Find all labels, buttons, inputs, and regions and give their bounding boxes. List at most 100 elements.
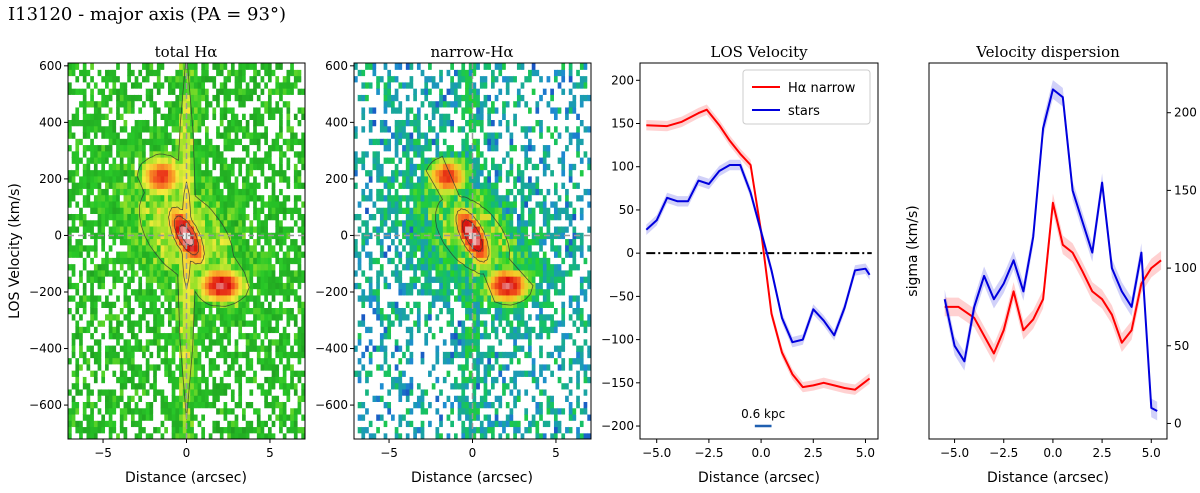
map-pixel xyxy=(357,319,363,327)
map-pixel xyxy=(116,338,121,346)
map-pixel xyxy=(242,175,247,183)
map-pixel xyxy=(75,213,80,221)
map-pixel xyxy=(402,100,407,108)
map-pixel xyxy=(264,301,269,308)
map-pixel xyxy=(387,157,392,164)
map-pixel xyxy=(391,376,396,384)
map-pixel xyxy=(71,345,77,352)
map-pixel xyxy=(260,188,265,196)
map-pixel xyxy=(130,169,136,177)
map-pixel xyxy=(75,232,80,240)
map-pixel xyxy=(208,194,214,202)
map-pixel xyxy=(164,75,169,83)
map-pixel xyxy=(368,144,374,152)
map-pixel xyxy=(365,75,370,83)
map-pixel xyxy=(179,144,184,152)
map-pixel xyxy=(138,382,143,390)
map-pixel xyxy=(391,251,396,258)
map-pixel xyxy=(153,188,158,196)
map-pixel xyxy=(420,175,425,183)
map-pixel xyxy=(171,207,176,214)
map-pixel xyxy=(145,100,151,108)
map-pixel xyxy=(153,269,158,277)
map-pixel xyxy=(394,363,400,371)
map-pixel xyxy=(279,319,284,327)
map-pixel xyxy=(368,307,374,315)
map-pixel xyxy=(93,376,99,384)
map-pixel xyxy=(394,407,400,415)
map-pixel xyxy=(398,232,403,240)
map-pixel xyxy=(260,88,265,95)
map-pixel xyxy=(361,251,366,258)
map-pixel xyxy=(223,81,228,89)
map-pixel xyxy=(234,232,239,240)
map-pixel xyxy=(112,370,117,377)
map-pixel xyxy=(227,313,232,321)
map-pixel xyxy=(301,313,305,321)
map-pixel xyxy=(376,225,381,233)
map-pixel xyxy=(286,138,291,146)
map-pixel xyxy=(398,244,403,252)
map-pixel xyxy=(167,319,173,327)
map-pixel xyxy=(219,69,225,77)
map-pixel xyxy=(197,157,202,164)
map-pixel xyxy=(127,225,132,233)
map-pixel xyxy=(301,319,305,327)
map-pixel xyxy=(193,432,199,439)
map-pixel xyxy=(223,194,228,202)
map-pixel xyxy=(249,301,254,308)
map-pixel xyxy=(130,94,136,102)
map-pixel xyxy=(365,301,370,308)
map-pixel xyxy=(234,376,239,384)
map-pixel xyxy=(223,363,228,371)
map-pixel xyxy=(256,244,262,252)
map-pixel xyxy=(290,119,295,127)
map-pixel xyxy=(90,88,95,95)
map-pixel xyxy=(379,363,385,371)
map-pixel xyxy=(253,188,258,196)
map-pixel xyxy=(197,326,202,334)
map-pixel xyxy=(413,301,418,308)
map-pixel xyxy=(409,363,414,371)
map-pixel xyxy=(190,319,195,327)
map-pixel xyxy=(197,276,202,283)
map-pixel xyxy=(82,401,88,409)
map-pixel xyxy=(82,370,88,377)
map-pixel xyxy=(398,238,403,246)
map-pixel xyxy=(416,213,422,221)
map-pixel xyxy=(142,138,147,146)
map-pixel xyxy=(134,106,139,114)
map-pixel xyxy=(372,138,377,146)
map-pixel xyxy=(182,363,188,371)
map-pixel xyxy=(123,269,128,277)
map-pixel xyxy=(193,307,199,315)
map-pixel xyxy=(256,282,262,290)
map-pixel xyxy=(361,81,366,89)
map-pixel xyxy=(71,200,77,208)
map-pixel xyxy=(208,81,214,89)
map-pixel xyxy=(75,144,80,152)
map-pixel xyxy=(420,326,425,334)
map-pixel xyxy=(130,263,136,271)
map-pixel xyxy=(149,351,154,359)
map-pixel xyxy=(354,382,359,390)
map-pixel xyxy=(227,351,232,359)
map-pixel xyxy=(179,307,184,315)
map-pixel xyxy=(105,426,110,434)
map-pixel xyxy=(142,131,147,139)
map-pixel xyxy=(201,207,206,214)
map-pixel xyxy=(119,144,125,152)
map-pixel xyxy=(97,200,102,208)
map-pixel xyxy=(256,319,262,327)
map-pixel xyxy=(238,432,243,439)
map-pixel xyxy=(97,207,102,214)
map-pixel xyxy=(402,81,407,89)
map-pixel xyxy=(249,113,254,120)
map-pixel xyxy=(105,207,110,214)
map-pixel xyxy=(249,332,254,340)
map-pixel xyxy=(197,244,202,252)
map-pixel xyxy=(75,106,80,114)
map-pixel xyxy=(379,251,385,258)
map-pixel xyxy=(156,326,162,334)
map-pixel xyxy=(267,144,273,152)
